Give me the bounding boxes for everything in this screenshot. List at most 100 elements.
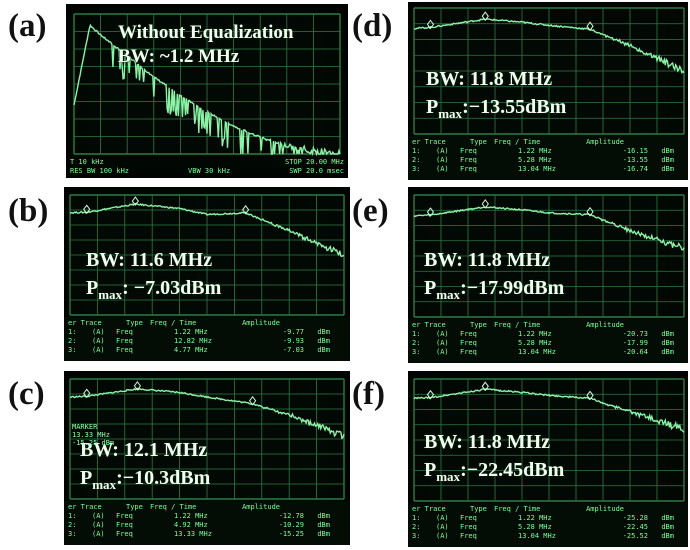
- table-cell: -17.99: [622, 339, 648, 347]
- bandwidth-text: BW: 11.6 MHz: [86, 249, 213, 271]
- table-header-cell: er Trace: [412, 138, 446, 146]
- table-header-cell: Amplitude: [586, 505, 624, 513]
- pmax-symbol: P: [80, 467, 93, 489]
- table-cell: Freq: [116, 530, 133, 538]
- table-header-cell: er Trace: [68, 503, 102, 511]
- marker-table-row: 2: (A) Freq 5.28 MHz -17.99 dBm: [412, 339, 684, 348]
- table-header-cell: [624, 505, 650, 514]
- table-header-cell: Type: [126, 319, 143, 327]
- marker-readout: MARKER 13.33 MHz -15.25 dBm: [72, 423, 114, 447]
- trace-marker: [481, 381, 489, 392]
- table-header-cell: [624, 321, 650, 330]
- pmax-symbol: P: [424, 277, 437, 299]
- table-cell: dBm: [661, 147, 674, 155]
- table-cell: dBm: [661, 330, 674, 338]
- spectrum-plot-e: [413, 194, 685, 318]
- bandwidth-text: BW: 11.8 MHz: [424, 249, 551, 271]
- pmax-value: :−22.45dBm: [460, 459, 565, 481]
- table-cell: 2:: [68, 337, 77, 345]
- pmax-subscript: max: [92, 477, 117, 492]
- table-cell: Freq: [460, 147, 477, 155]
- table-cell: (A): [436, 156, 449, 164]
- table-cell: dBm: [661, 339, 674, 347]
- table-cell: 1.22 MHz: [174, 512, 208, 520]
- marker-table: er Trace Type Freq / Time Amplitude 1: (A) Fre…: [408, 503, 688, 547]
- marker-table-header: er Trace Type Freq / Time Amplitude: [412, 138, 684, 147]
- table-cell: 1.22 MHz: [518, 330, 552, 338]
- table-header-cell: Freq / Time: [150, 503, 197, 511]
- table-header-cell: Amplitude: [242, 319, 280, 327]
- marker-table: er Trace Type Freq / Time Amplitude 1: (A) Fre…: [408, 136, 688, 180]
- marker-table-row: 1: (A) Freq 1.22 MHz -12.78 dBm: [68, 512, 346, 521]
- pmax-subscript: max: [436, 287, 461, 302]
- table-cell: -12.78: [278, 512, 304, 520]
- spectrum-plot-a: [73, 13, 341, 157]
- stop-freq-text: STOP 20.00 MHz: [284, 158, 344, 166]
- trace-marker: [248, 395, 257, 406]
- pmax-text: Pmax:−13.55dBm: [426, 96, 566, 122]
- spectrum-plot-f: [413, 378, 685, 502]
- table-header-cell: er Trace: [68, 319, 102, 327]
- spectrum-plot-b: [69, 194, 345, 316]
- table-cell: dBm: [317, 530, 330, 538]
- pmax-symbol: P: [86, 277, 99, 299]
- table-header-cell: [280, 503, 306, 512]
- table-cell: 13.04 MHz: [518, 165, 556, 173]
- pmax-text: Pmax:−17.99dBm: [424, 277, 564, 303]
- bandwidth-text: BW: 12.1 MHz: [80, 439, 208, 461]
- table-cell: dBm: [661, 514, 674, 522]
- trace-marker: [83, 204, 91, 215]
- marker-table-header: er Trace Type Freq / Time Amplitude: [68, 503, 346, 512]
- spectrum-trace: [413, 388, 685, 433]
- table-cell: -25.28: [622, 514, 648, 522]
- table-cell: 1:: [412, 514, 421, 522]
- table-cell: 4.92 MHz: [174, 521, 208, 529]
- table-cell: 1:: [412, 147, 421, 155]
- table-cell: (A): [436, 514, 449, 522]
- marker-table: er Trace Type Freq / Time Amplitude 1: (A) Fre…: [64, 317, 350, 361]
- table-cell: 5.28 MHz: [518, 339, 552, 347]
- table-cell: (A): [92, 346, 105, 354]
- marker-table-header: er Trace Type Freq / Time Amplitude: [412, 505, 684, 514]
- spectrum-trace: [413, 206, 685, 251]
- table-cell: dBm: [661, 156, 674, 164]
- table-cell: Freq: [460, 523, 477, 531]
- table-header-cell: er Trace: [412, 321, 446, 329]
- marker-table: er Trace Type Freq / Time Amplitude 1: (A) Fre…: [408, 319, 688, 363]
- pmax-text: Pmax:−22.45dBm: [424, 459, 564, 485]
- table-cell: -20.64: [622, 348, 648, 356]
- pmax-symbol: P: [426, 96, 439, 118]
- table-cell: -22.45: [622, 523, 648, 531]
- table-cell: Freq: [460, 330, 477, 338]
- table-cell: Freq: [116, 521, 133, 529]
- table-cell: 13.04 MHz: [518, 348, 556, 356]
- marker-table-row: 3: (A) Freq 13.04 MHz -25.52 dBm: [412, 532, 684, 541]
- table-header-cell: Type: [470, 321, 487, 329]
- pmax-text: Pmax: −7.03dBm: [86, 277, 221, 303]
- marker-table-header: er Trace Type Freq / Time Amplitude: [412, 321, 684, 330]
- table-cell: -10.29: [278, 521, 304, 529]
- table-cell: -25.52: [622, 532, 648, 540]
- table-cell: 3:: [412, 348, 421, 356]
- table-cell: 1:: [68, 328, 77, 336]
- marker-table-row: 1: (A) Freq 1.22 MHz -9.77 dBm: [68, 328, 346, 337]
- table-cell: dBm: [661, 532, 674, 540]
- bandwidth-text: BW: ~1.2 MHz: [118, 46, 240, 67]
- marker-table-row: 3: (A) Freq 13.04 MHz -20.64 dBm: [412, 348, 684, 357]
- trace-marker: [481, 199, 489, 209]
- table-cell: 2:: [412, 156, 421, 164]
- table-cell: 1:: [68, 512, 77, 520]
- sweep-text: SWP 20.0 msec: [289, 167, 344, 175]
- table-header-cell: [280, 319, 306, 328]
- panel-title: Without Equalization: [118, 22, 294, 43]
- table-cell: -20.73: [622, 330, 648, 338]
- trace-marker: [426, 19, 435, 30]
- table-cell: (A): [92, 521, 105, 529]
- table-cell: 3:: [68, 346, 77, 354]
- table-cell: 13.04 MHz: [518, 532, 556, 540]
- table-cell: Freq: [460, 514, 477, 522]
- table-cell: 3:: [68, 530, 77, 538]
- spectrum-screen-c: BW: 12.1 MHz Pmax:−10.3dBm MARKER 13.33 MHz…: [64, 371, 350, 545]
- table-header-cell: Amplitude: [242, 503, 280, 511]
- table-cell: dBm: [317, 521, 330, 529]
